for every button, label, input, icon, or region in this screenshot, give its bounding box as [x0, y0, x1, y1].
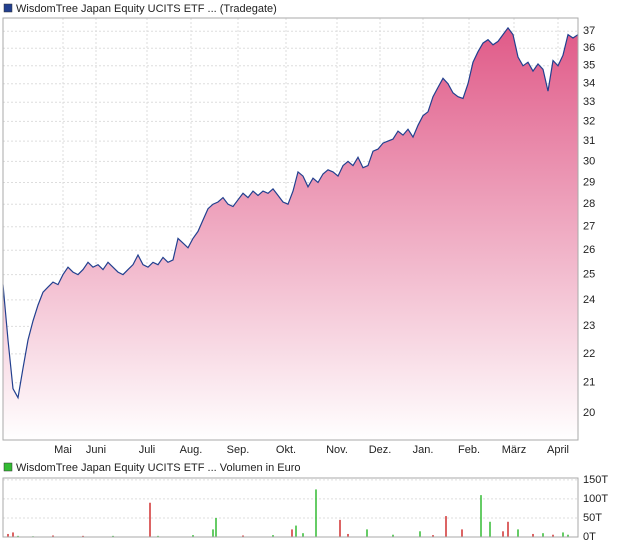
legend-label: WisdomTree Japan Equity UCITS ETF ... Vo…: [16, 462, 300, 474]
volume-bar: [192, 535, 194, 537]
volume-bar: [542, 533, 544, 537]
y-tick-label: 33: [583, 96, 595, 108]
volume-bar: [339, 519, 341, 537]
volume-bar: [480, 495, 482, 537]
x-tick-label: Sep.: [227, 444, 250, 456]
volume-bar: [445, 516, 447, 537]
x-tick-label: Aug.: [180, 444, 203, 456]
volume-bar: [315, 489, 317, 537]
x-tick-label: Nov.: [326, 444, 348, 456]
legend-marker: [3, 462, 13, 472]
volume-bar: [12, 532, 14, 537]
volume-bar: [432, 535, 434, 537]
volume-bar: [461, 529, 463, 537]
volume-bar: [567, 534, 569, 537]
volume-bar: [291, 529, 293, 537]
volume-bar: [215, 517, 217, 537]
y-tick-label: 100T: [583, 493, 608, 505]
y-tick-label: 50T: [583, 512, 602, 524]
y-tick-label: 35: [583, 60, 595, 72]
x-tick-label: Juni: [86, 444, 106, 456]
volume-bar: [272, 535, 274, 537]
volume-bar: [149, 502, 151, 537]
volume-bar: [419, 531, 421, 537]
volume-bar: [517, 529, 519, 537]
y-tick-label: 25: [583, 268, 595, 280]
y-tick-label: 27: [583, 221, 595, 233]
volume-bar: [295, 525, 297, 537]
volume-bar: [502, 531, 504, 537]
volume-bar: [17, 535, 19, 537]
y-tick-label: 34: [583, 78, 595, 90]
x-tick-label: April: [547, 444, 569, 456]
y-tick-label: 26: [583, 244, 595, 256]
y-tick-label: 32: [583, 115, 595, 127]
volume-bar: [366, 529, 368, 537]
volume-bar: [82, 535, 84, 537]
volume-bar: [392, 534, 394, 537]
y-tick-label: 22: [583, 348, 595, 360]
y-tick-label: 31: [583, 135, 595, 147]
volume-bar: [302, 533, 304, 537]
y-tick-label: 37: [583, 25, 595, 37]
volume-bar: [7, 533, 9, 537]
volume-bar: [242, 535, 244, 537]
y-tick-label: 23: [583, 320, 595, 332]
legend-label: WisdomTree Japan Equity UCITS ETF ... (T…: [16, 3, 277, 15]
y-tick-label: 29: [583, 176, 595, 188]
volume-bar: [347, 533, 349, 537]
volume-bar: [157, 535, 159, 537]
plot-frame: [2, 17, 579, 441]
y-tick-label: 20: [583, 407, 595, 419]
volume-bar: [112, 535, 114, 537]
volume-bar: [52, 535, 54, 537]
x-tick-label: März: [502, 444, 526, 456]
y-tick-label: 36: [583, 42, 595, 54]
y-tick-label: 150T: [583, 474, 608, 486]
y-tick-label: 24: [583, 294, 595, 306]
y-tick-label: 0T: [583, 531, 596, 543]
x-tick-label: Feb.: [458, 444, 480, 456]
x-tick-label: Dez.: [369, 444, 392, 456]
y-tick-label: 21: [583, 377, 595, 389]
y-tick-label: 28: [583, 198, 595, 210]
volume-bar: [212, 529, 214, 537]
price-line: [2, 26, 579, 400]
plot-frame: [2, 477, 579, 538]
x-tick-label: Okt.: [276, 444, 296, 456]
volume-bar: [532, 533, 534, 537]
volume-bar: [562, 532, 564, 537]
legend-marker: [3, 3, 13, 13]
y-tick-label: 30: [583, 155, 595, 167]
volume-bar: [507, 521, 509, 537]
x-tick-label: Jan.: [413, 444, 434, 456]
price-area: [3, 27, 578, 441]
x-tick-label: Juli: [139, 444, 156, 456]
volume-bar: [552, 534, 554, 537]
x-tick-label: Mai: [54, 444, 72, 456]
volume-bar: [489, 521, 491, 537]
